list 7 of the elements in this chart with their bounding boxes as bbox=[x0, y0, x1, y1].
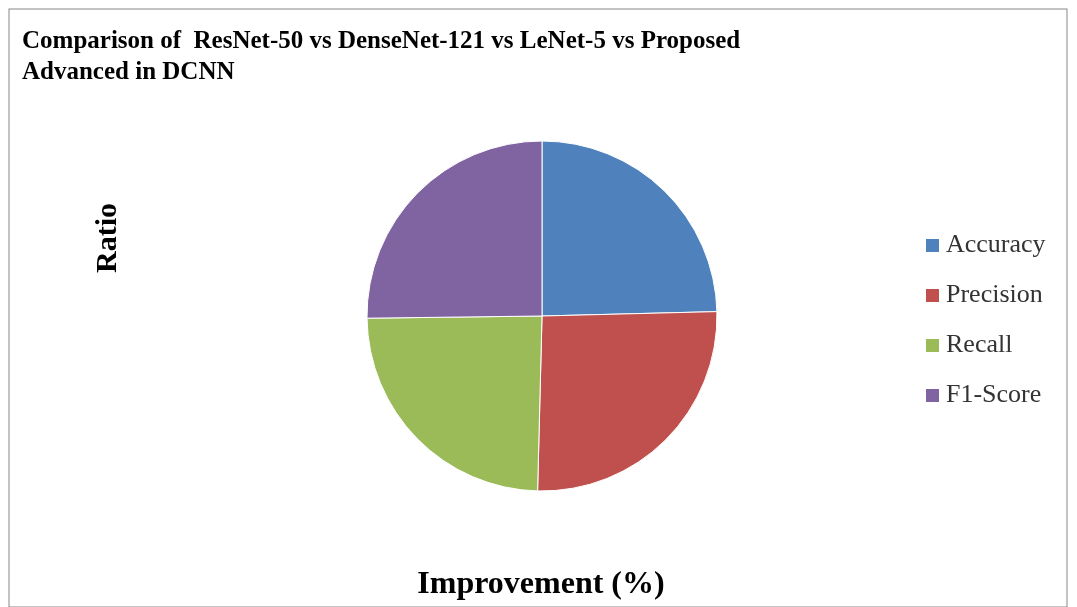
text: Ratio bbox=[89, 203, 122, 273]
chart-title: Comparison of ResNet-50 vs DenseNet-121 vs LeNet-5 vs Proposed Advanced in DCNN bbox=[22, 26, 741, 84]
legend-label: F1-Score bbox=[946, 378, 1042, 408]
legend-label: Precision bbox=[946, 278, 1043, 308]
legend-label: Recall bbox=[946, 328, 1013, 358]
text: Improvement (%) bbox=[417, 564, 665, 600]
legend-label: Accuracy bbox=[946, 228, 1046, 258]
